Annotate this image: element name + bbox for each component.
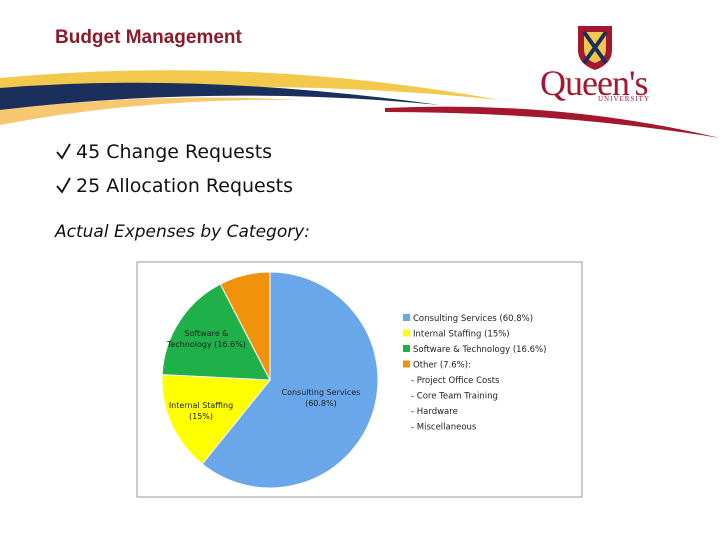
swoosh-red xyxy=(385,106,720,138)
legend-note: - Project Office Costs xyxy=(411,376,500,386)
legend-swatch xyxy=(403,329,410,337)
chart-caption: Actual Expenses by Category: xyxy=(55,222,310,242)
legend-label: Software & Technology (16.6%) xyxy=(413,345,546,355)
legend-swatch xyxy=(403,314,410,321)
bullet: 45 Change Requests xyxy=(76,141,273,163)
pie-slice xyxy=(161,374,272,465)
crest xyxy=(578,26,612,70)
swoosh-gold xyxy=(0,70,500,100)
legend-label: Other (7.6%): xyxy=(413,361,471,371)
pie-slice xyxy=(201,271,379,489)
swoosh-blue xyxy=(0,82,440,110)
slide-title: Budget Management xyxy=(55,27,242,48)
slice-label: Internal Staffing (15%) xyxy=(168,400,234,421)
logo-sub: UNIVERSITY xyxy=(598,95,650,103)
legend-note: - Core Team Training xyxy=(411,392,498,402)
pie-slice xyxy=(219,271,271,381)
pie-slice xyxy=(161,283,271,381)
bullet: 25 Allocation Requests xyxy=(76,175,293,197)
logo-name: Queen's xyxy=(540,63,648,103)
slice-label: Software & Technology (16.6%) xyxy=(166,329,246,350)
slice-label: Consulting Services (60.8%) xyxy=(281,387,361,408)
check-icons xyxy=(56,143,71,194)
legend-label: Internal Staffing (15%) xyxy=(413,330,510,340)
legend-note: - Hardware xyxy=(411,407,458,417)
swoosh-light xyxy=(0,97,300,125)
legend-note: - Miscellaneous xyxy=(411,423,477,433)
legend-label: Consulting Services (60.8%) xyxy=(413,314,533,324)
legend-swatch xyxy=(403,360,410,368)
legend-swatch xyxy=(403,345,410,352)
